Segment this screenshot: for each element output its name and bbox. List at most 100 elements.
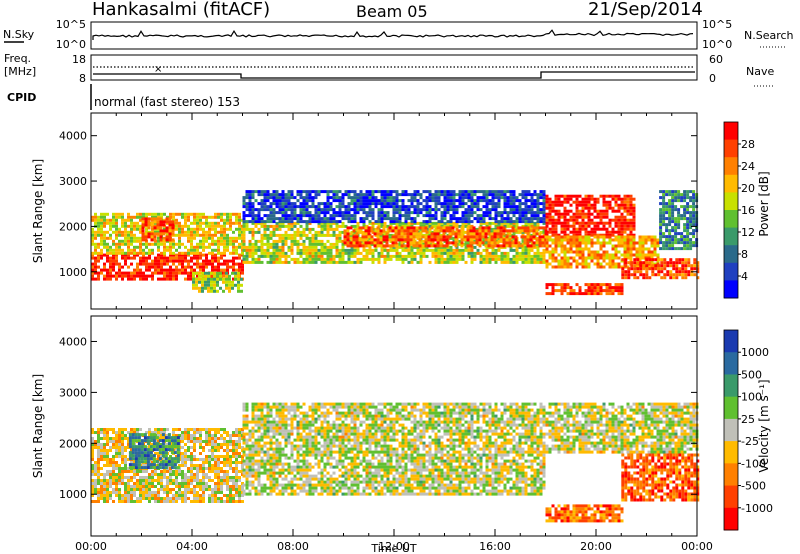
power-cell bbox=[204, 286, 207, 290]
power-cell bbox=[515, 211, 519, 215]
power-cell bbox=[395, 217, 399, 221]
power-cell bbox=[214, 239, 217, 243]
power-cell bbox=[217, 236, 220, 240]
power-cell bbox=[106, 277, 109, 281]
power-cell bbox=[100, 256, 103, 260]
velocity-cell bbox=[142, 491, 145, 494]
power-cell bbox=[365, 248, 369, 252]
power-cell bbox=[293, 257, 297, 261]
power-cell bbox=[407, 211, 411, 215]
power-cell bbox=[222, 277, 225, 281]
power-cell bbox=[428, 221, 432, 225]
power-cell bbox=[326, 190, 330, 194]
power-cell bbox=[272, 242, 276, 246]
power-cell bbox=[424, 235, 428, 239]
velocity-cell bbox=[97, 494, 100, 497]
power-cell bbox=[446, 196, 450, 200]
power-cell bbox=[290, 248, 294, 252]
power-cell bbox=[154, 265, 157, 269]
power-cell bbox=[323, 227, 327, 231]
power-cell bbox=[491, 257, 495, 261]
power-cell bbox=[587, 235, 591, 239]
power-cell bbox=[94, 221, 97, 225]
power-cell bbox=[431, 217, 435, 221]
power-cell bbox=[642, 276, 646, 280]
power-cell bbox=[314, 245, 318, 249]
power-cell bbox=[413, 220, 417, 224]
power-cell bbox=[237, 274, 240, 278]
power-cell bbox=[449, 214, 453, 218]
power-cell bbox=[287, 205, 291, 209]
power-cell bbox=[154, 268, 157, 272]
power-cell bbox=[380, 190, 384, 194]
power-cell bbox=[115, 256, 118, 260]
power-cell bbox=[151, 248, 154, 252]
power-cell bbox=[451, 229, 455, 233]
power-cell bbox=[476, 208, 480, 212]
velocity-cell bbox=[130, 470, 133, 473]
velocity-cell bbox=[97, 461, 100, 464]
velocity-cell bbox=[115, 440, 118, 443]
power-cell bbox=[127, 224, 130, 228]
power-cell bbox=[346, 238, 350, 242]
power-cell bbox=[278, 208, 282, 212]
power-cell bbox=[464, 248, 468, 252]
power-cell bbox=[234, 277, 237, 281]
power-cell bbox=[542, 251, 546, 255]
power-cell bbox=[650, 262, 654, 266]
power-cell bbox=[506, 214, 510, 218]
velocity-cell bbox=[127, 491, 130, 494]
power-cell bbox=[168, 217, 172, 221]
power-cell bbox=[269, 236, 273, 240]
power-cell bbox=[578, 221, 582, 225]
power-cell bbox=[232, 248, 235, 252]
power-cell bbox=[494, 211, 498, 215]
power-cell bbox=[659, 241, 663, 245]
power-cell bbox=[403, 232, 407, 236]
power-cell bbox=[611, 227, 615, 231]
power-cell bbox=[299, 190, 303, 194]
power-cell bbox=[287, 190, 291, 194]
power-cell bbox=[677, 241, 681, 245]
power-cell bbox=[338, 236, 342, 240]
power-cell bbox=[533, 202, 537, 206]
colorbar-swatch bbox=[724, 227, 738, 246]
power-cell bbox=[196, 251, 199, 255]
power-cell bbox=[332, 257, 336, 261]
power-cell bbox=[518, 211, 522, 215]
power-cell bbox=[217, 212, 220, 216]
power-cell bbox=[422, 239, 426, 243]
power-cell bbox=[235, 245, 238, 249]
power-cell bbox=[521, 257, 525, 261]
power-cell bbox=[172, 274, 175, 278]
velocity-cell bbox=[115, 461, 118, 464]
velocity-cell bbox=[91, 431, 94, 434]
power-cell bbox=[404, 193, 408, 197]
power-cell bbox=[407, 217, 411, 221]
power-cell bbox=[502, 232, 506, 236]
power-cell bbox=[353, 199, 357, 203]
velocity-cell bbox=[97, 446, 100, 449]
power-cell bbox=[509, 224, 513, 228]
power-cell bbox=[527, 208, 531, 212]
colorbar-tick-label: 28 bbox=[741, 138, 755, 151]
power-cell bbox=[629, 212, 633, 216]
power-cell bbox=[361, 244, 365, 248]
power-cell bbox=[623, 221, 627, 225]
power-cell bbox=[659, 208, 663, 212]
velocity-cell bbox=[151, 479, 154, 482]
power-cell bbox=[502, 244, 506, 248]
power-cell bbox=[479, 208, 483, 212]
power-cell bbox=[659, 214, 663, 218]
power-cell bbox=[509, 221, 513, 225]
velocity-cell bbox=[124, 488, 127, 491]
power-cell bbox=[418, 226, 422, 230]
power-cell bbox=[181, 212, 184, 216]
power-cell bbox=[229, 251, 232, 255]
power-cell bbox=[317, 193, 321, 197]
power-cell bbox=[527, 257, 531, 261]
power-cell bbox=[587, 197, 591, 201]
power-cell bbox=[485, 257, 489, 261]
power-cell bbox=[112, 242, 115, 246]
